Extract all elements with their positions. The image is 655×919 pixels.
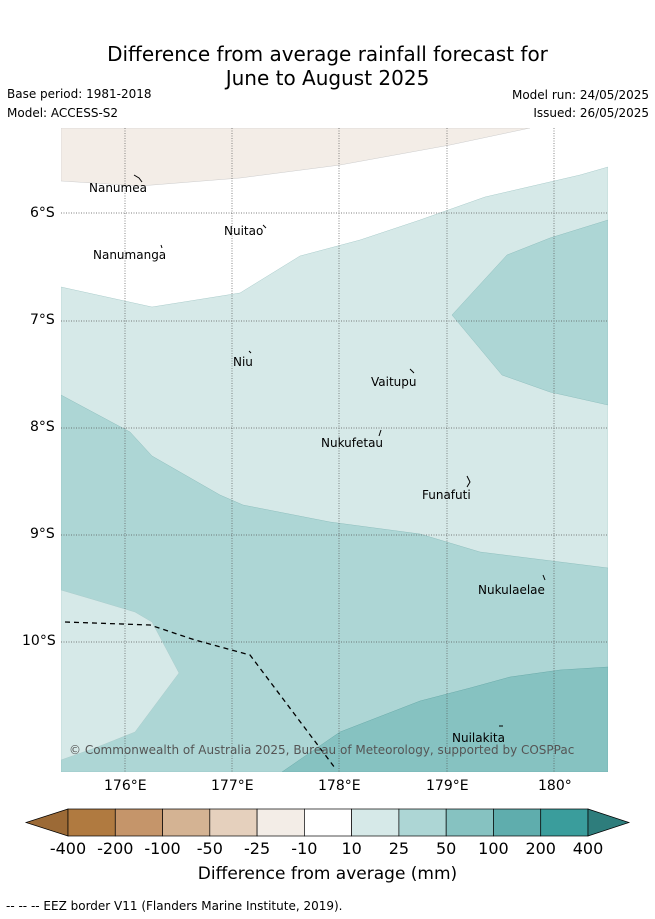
colorbar-label: 200 [525, 839, 556, 858]
place-label-vaitupu: Vaitupu [371, 375, 417, 389]
place-label-funafuti: Funafuti [422, 488, 471, 502]
colorbar-label: 25 [388, 839, 410, 858]
colorbar-title: Difference from average (mm) [197, 864, 458, 884]
y-tick-9s: 9°S [30, 526, 55, 542]
band-50-to-100-south [281, 666, 608, 772]
place-label-nuilakita: Nuilakita [452, 731, 505, 745]
y-tick-7s: 7°S [30, 312, 55, 328]
y-tick-6s: 6°S [30, 205, 55, 221]
place-label-nukufetau: Nukufetau [321, 436, 383, 450]
colorbar-label: -10 [291, 839, 318, 858]
islands [133, 174, 546, 727]
eez-border [64, 621, 336, 769]
place-label-nukulaelae: Nukulaelae [478, 583, 545, 597]
eez-footnote: -- -- -- EEZ border V11 (Flanders Marine… [6, 899, 343, 913]
x-tick-179e: 179°E [426, 778, 469, 794]
colorbar-swatch [209, 808, 258, 837]
colorbar-arrow-low [24, 808, 69, 837]
colorbar-swatch [493, 808, 542, 837]
x-tick-177e: 177°E [211, 778, 254, 794]
colorbar-label: -200 [97, 839, 134, 858]
colorbar-label: 400 [572, 839, 604, 858]
y-tick-8s: 8°S [30, 419, 55, 435]
colorbar-label: -50 [196, 839, 223, 858]
colorbar-swatch [114, 808, 163, 837]
band-25-to-50-east [451, 219, 608, 406]
place-label-nanumanga: Nanumanga [93, 248, 166, 262]
colorbar-swatch [67, 808, 116, 837]
issued-date: Issued: 26/05/2025 [533, 106, 649, 120]
band-10-to-25-southwest [61, 589, 180, 761]
colorbar-swatch [398, 808, 447, 837]
colorbar-label: 10 [341, 839, 362, 858]
band-minus-10-to-minus-25 [61, 128, 531, 187]
colorbar-swatch [256, 808, 305, 837]
colorbar-label: -100 [144, 839, 181, 858]
x-tick-180: 180° [538, 778, 572, 794]
x-tick-176e: 176°E [104, 778, 147, 794]
base-period: Base period: 1981-2018 [7, 87, 152, 101]
band-25-to-50-south [61, 394, 608, 772]
colorbar-label: 100 [478, 839, 509, 858]
colorbar [24, 808, 631, 837]
colorbar-label: -25 [244, 839, 271, 858]
colorbar-swatch [304, 808, 352, 837]
colorbar-swatch [445, 808, 494, 837]
y-tick-10s: 10°S [22, 633, 56, 649]
title-line-2: June to August 2025 [225, 66, 430, 90]
colorbar-swatch [351, 808, 400, 837]
gridlines [61, 128, 608, 772]
place-label-nuitao: Nuitao [224, 224, 263, 238]
colorbar-arrow-high [587, 808, 631, 837]
copyright-notice: © Commonwealth of Australia 2025, Bureau… [69, 743, 574, 757]
x-tick-178e: 178°E [318, 778, 361, 794]
title-line-1: Difference from average rainfall forecas… [107, 42, 548, 66]
colorbar-swatch [540, 808, 589, 837]
place-labels: Nanumea Nuitao Nanumanga Niu Vaitupu Nuk… [89, 181, 545, 745]
colorbar-swatch [162, 808, 211, 837]
place-label-niu: Niu [233, 355, 253, 369]
colorbar-label: -400 [49, 839, 87, 858]
colorbar-label: 50 [435, 839, 457, 858]
place-label-nanumea: Nanumea [89, 181, 147, 195]
model-run: Model run: 24/05/2025 [511, 88, 649, 102]
model-name: Model: ACCESS-S2 [7, 106, 119, 120]
rainfall-map [61, 128, 608, 772]
